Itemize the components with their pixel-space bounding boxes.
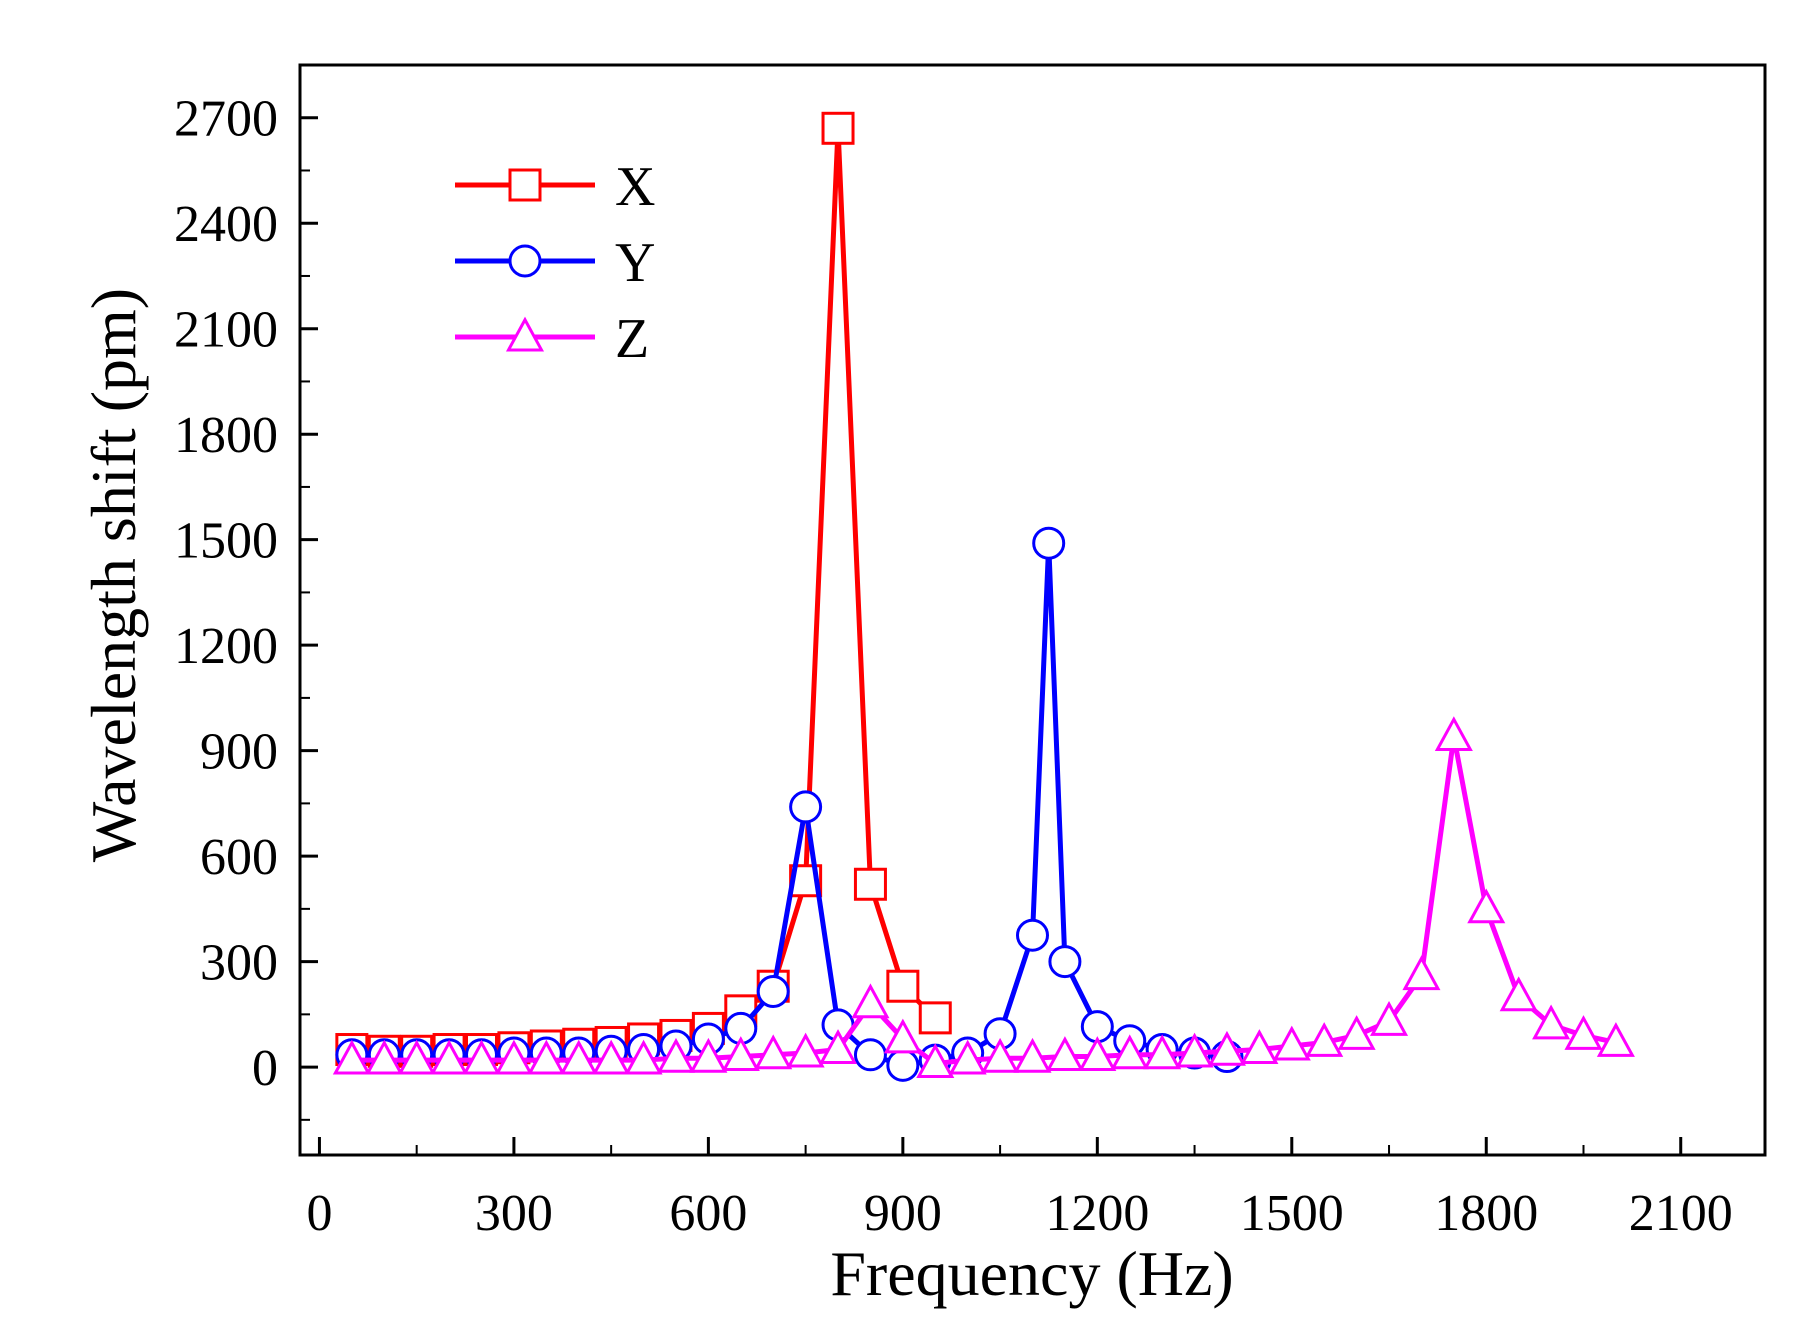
data-point-z: [494, 1039, 533, 1075]
legend-marker: [508, 244, 542, 278]
x-tick-label: 0: [306, 1185, 332, 1242]
data-point-z: [592, 1039, 631, 1075]
x-tick-label: 600: [669, 1185, 747, 1242]
data-point-z: [1045, 1036, 1084, 1071]
y-tick-label: 2700: [174, 91, 278, 148]
data-point-z: [1564, 1015, 1603, 1050]
data-point-z: [332, 1039, 371, 1075]
data-point-z: [1467, 888, 1506, 924]
x-axis: 0 300 600 900 1200 1500 1800 2100: [306, 1137, 1733, 1242]
y-axis-title: Wavelength shift (pm): [78, 288, 149, 862]
data-point-y: [886, 1048, 920, 1082]
data-point-z: [656, 1037, 696, 1073]
data-point-z: [851, 983, 890, 1019]
plot-frame: [298, 63, 1767, 1157]
data-point-y: [853, 1038, 887, 1072]
data-point-y: [1048, 945, 1082, 979]
data-point-z: [883, 1018, 922, 1054]
data-point-y: [756, 975, 790, 1008]
x-tick-label: 1200: [1045, 1185, 1149, 1242]
y-axis: 0 300 600 900 1200 1500 1800 2100 2400 2700: [174, 64, 318, 1121]
data-point-z: [948, 1039, 987, 1075]
data-point-x: [918, 1001, 952, 1035]
data-point-z: [1434, 716, 1473, 752]
data-point-y: [789, 790, 823, 824]
data-point-y: [1032, 526, 1066, 560]
x-tick-label: 1500: [1240, 1185, 1344, 1242]
y-tick-label: 900: [200, 724, 278, 781]
data-point-z: [1532, 1004, 1571, 1040]
legend-label: Y: [615, 232, 655, 294]
data-point-z: [1402, 955, 1441, 991]
data-point-z: [1337, 1015, 1376, 1050]
data-point-z: [1110, 1034, 1149, 1070]
y-tick-label: 600: [200, 829, 278, 886]
data-point-z: [1175, 1032, 1214, 1068]
series-line-z: [351, 734, 1617, 1067]
data-point-z: [1596, 1022, 1635, 1057]
x-tick-label: 300: [475, 1185, 553, 1242]
data-point-y: [1016, 918, 1049, 952]
data-point-x: [821, 111, 855, 145]
data-point-z: [397, 1039, 436, 1075]
y-tick-label: 2100: [174, 302, 278, 359]
y-tick-label: 1800: [174, 407, 278, 464]
data-point-z: [981, 1037, 1020, 1073]
y-tick-label: 300: [200, 935, 278, 992]
series-z: [332, 716, 1635, 1079]
legend-label: X: [615, 156, 655, 218]
data-point-z: [1143, 1034, 1182, 1070]
data-point-z: [1013, 1037, 1052, 1073]
y-tick-label: 1200: [174, 618, 278, 675]
data-point-z: [365, 1039, 404, 1075]
x-tick-label: 900: [864, 1185, 942, 1242]
data-point-z: [559, 1039, 598, 1075]
data-point-z: [1369, 1001, 1409, 1036]
x-tick-label: 2100: [1629, 1185, 1733, 1242]
legend-marker: [505, 316, 545, 352]
data-point-z: [819, 1029, 858, 1064]
data-point-z: [1499, 976, 1538, 1012]
series-layer: [332, 111, 1635, 1082]
data-point-z: [689, 1037, 728, 1073]
legend-entry-z: Z: [455, 308, 649, 370]
y-tick-label: 0: [252, 1040, 278, 1097]
data-point-z: [430, 1039, 469, 1075]
data-point-z: [1272, 1025, 1311, 1061]
data-point-z: [721, 1036, 760, 1071]
data-point-x: [886, 969, 920, 1003]
legend: XYZ: [455, 156, 655, 370]
y-tick-label: 1500: [174, 513, 278, 570]
data-point-z: [1207, 1030, 1246, 1066]
data-point-z: [754, 1034, 793, 1070]
x-tick-label: 1800: [1434, 1185, 1538, 1242]
data-point-z: [1240, 1029, 1279, 1064]
data-point-z: [786, 1032, 825, 1068]
data-point-z: [1078, 1036, 1117, 1071]
data-point-z: [462, 1039, 501, 1075]
data-point-z: [527, 1039, 566, 1075]
data-point-z: [916, 1043, 955, 1079]
y-tick-label: 2400: [174, 196, 278, 253]
x-axis-title: Frequency (Hz): [830, 1238, 1233, 1309]
data-point-z: [1305, 1022, 1344, 1057]
legend-marker: [508, 168, 542, 202]
legend-label: Z: [615, 308, 649, 370]
legend-entry-y: Y: [455, 232, 655, 294]
data-point-x: [853, 867, 887, 901]
legend-entry-x: X: [455, 156, 655, 218]
data-point-z: [624, 1039, 663, 1075]
